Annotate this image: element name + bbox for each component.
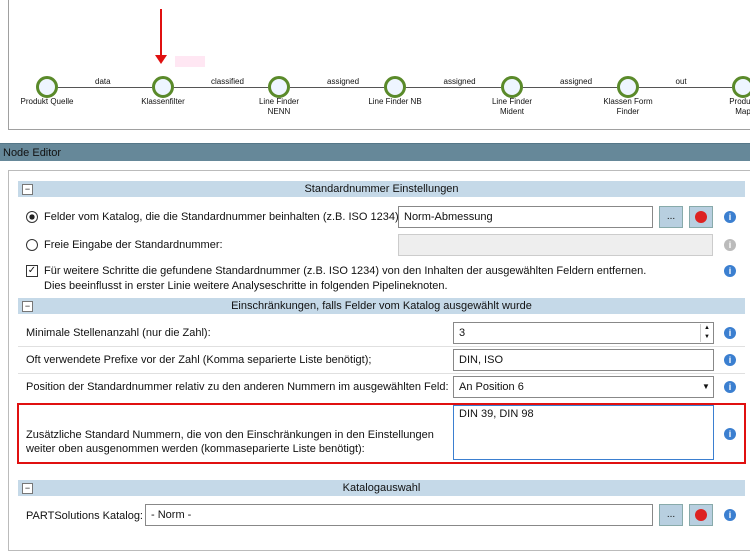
edge-label: assigned <box>443 77 476 86</box>
pipeline-edge <box>290 87 384 88</box>
section-title: Katalogauswahl <box>342 482 421 494</box>
pipeline-edge <box>58 87 152 88</box>
edge-label: classified <box>211 77 244 86</box>
remove-standard-checkbox[interactable]: ✓ <box>26 265 38 277</box>
position-label: Position der Standardnummer relativ zu d… <box>26 381 449 393</box>
section-title: Standardnummer Einstellungen <box>304 183 459 195</box>
node-editor-header: Node Editor <box>0 143 750 161</box>
clear-button[interactable] <box>689 206 713 228</box>
pipeline-node[interactable] <box>617 76 639 98</box>
node-label: Klassen Form Finder <box>603 97 653 116</box>
radio-free-label: Freie Eingabe der Standardnummer: <box>44 239 223 251</box>
collapse-toggle[interactable]: − <box>22 301 33 312</box>
prefix-label: Oft verwendete Prefixe vor der Zahl (Kom… <box>26 354 372 366</box>
collapse-toggle[interactable]: − <box>22 184 33 195</box>
extra-numbers-label-2: weiter oben ausgenommen werden (kommasep… <box>26 443 365 455</box>
info-icon[interactable]: i <box>724 354 736 366</box>
node-label: Produkt Map <box>729 97 750 116</box>
stepper-arrows[interactable]: ▲ ▼ <box>700 324 713 342</box>
node-toolbar[interactable] <box>175 56 205 67</box>
pipeline-node[interactable] <box>268 76 290 98</box>
catalog-browse-button[interactable]: ... <box>659 504 683 526</box>
highlight-box <box>17 403 746 464</box>
checkbox-label-line1: Für weitere Schritte die gefundene Stand… <box>44 265 647 277</box>
row-divider <box>18 373 745 374</box>
node-label: Produkt Quelle <box>20 97 74 106</box>
position-select[interactable]: An Position 6 <box>453 376 714 398</box>
min-digits-label: Minimale Stellenanzahl (nur die Zahl): <box>26 327 211 339</box>
catalog-input[interactable]: - Norm - <box>145 504 653 526</box>
checkbox-label-line2: Dies beeinflusst in erster Linie weitere… <box>44 280 448 292</box>
free-input-field[interactable] <box>398 234 713 256</box>
info-icon[interactable]: i <box>724 265 736 277</box>
info-icon[interactable]: i <box>724 428 736 440</box>
pipeline-node[interactable] <box>501 76 523 98</box>
no-entry-icon <box>695 211 707 223</box>
pipeline-node[interactable] <box>732 76 750 98</box>
red-arrow-indicator <box>160 9 162 57</box>
radio-catalog-label: Felder vom Katalog, die die Standardnumm… <box>44 211 399 223</box>
pipeline-edge <box>523 87 617 88</box>
node-label: Line Finder Mident <box>491 97 533 116</box>
catalog-label: PARTSolutions Katalog: <box>26 510 143 522</box>
info-icon[interactable]: i <box>724 327 736 339</box>
edge-label: data <box>95 77 111 86</box>
radio-catalog-fields[interactable] <box>26 211 38 223</box>
edge-label: out <box>675 77 687 86</box>
node-label: Klassenfilter <box>141 97 185 106</box>
browse-button[interactable]: ... <box>659 206 683 228</box>
no-entry-icon <box>695 509 707 521</box>
section-header-katalogauswahl[interactable]: − Katalogauswahl <box>18 480 745 496</box>
pipeline-node[interactable] <box>36 76 58 98</box>
catalog-field-input[interactable]: Norm-Abmessung <box>398 206 653 228</box>
info-icon[interactable]: i <box>724 381 736 393</box>
pipeline-edge <box>174 87 268 88</box>
pipeline-node[interactable] <box>152 76 174 98</box>
info-icon[interactable]: i <box>724 509 736 521</box>
chevron-down-icon[interactable]: ▼ <box>702 382 710 391</box>
pipeline-canvas[interactable] <box>8 0 750 130</box>
min-digits-stepper[interactable]: 3 <box>453 322 714 344</box>
info-icon-disabled: i <box>724 239 736 251</box>
red-arrow-head <box>155 55 167 64</box>
row-divider <box>18 346 745 347</box>
edge-label: assigned <box>327 77 360 86</box>
pipeline-edge <box>639 87 732 88</box>
pipeline-node[interactable] <box>384 76 406 98</box>
node-label: Line Finder NENN <box>258 97 300 116</box>
pipeline-edge <box>406 87 501 88</box>
radio-free-input[interactable] <box>26 239 38 251</box>
prefix-input[interactable]: DIN, ISO <box>453 349 714 371</box>
section-title: Einschränkungen, falls Felder vom Katalo… <box>231 300 532 312</box>
catalog-clear-button[interactable] <box>689 504 713 526</box>
extra-numbers-label-1: Zusätzliche Standard Nummern, die von de… <box>26 429 434 441</box>
collapse-toggle[interactable]: − <box>22 483 33 494</box>
section-header-standardnummer[interactable]: − Standardnummer Einstellungen <box>18 181 745 197</box>
info-icon[interactable]: i <box>724 211 736 223</box>
node-label: Line Finder NB <box>368 97 422 106</box>
section-header-einschraenkungen[interactable]: − Einschränkungen, falls Felder vom Katal… <box>18 298 745 314</box>
extra-numbers-textarea[interactable]: DIN 39, DIN 98 <box>453 405 714 460</box>
edge-label: assigned <box>560 77 593 86</box>
